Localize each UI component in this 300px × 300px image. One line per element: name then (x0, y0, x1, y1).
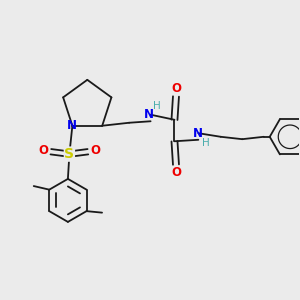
Text: S: S (64, 147, 74, 161)
Text: N: N (68, 119, 77, 132)
Text: O: O (38, 144, 48, 157)
Text: N: N (194, 127, 203, 140)
Text: H: H (153, 101, 161, 111)
Text: H: H (202, 138, 210, 148)
Text: O: O (90, 144, 100, 157)
Text: O: O (171, 82, 181, 94)
Text: N: N (144, 108, 154, 121)
Text: O: O (171, 167, 181, 179)
